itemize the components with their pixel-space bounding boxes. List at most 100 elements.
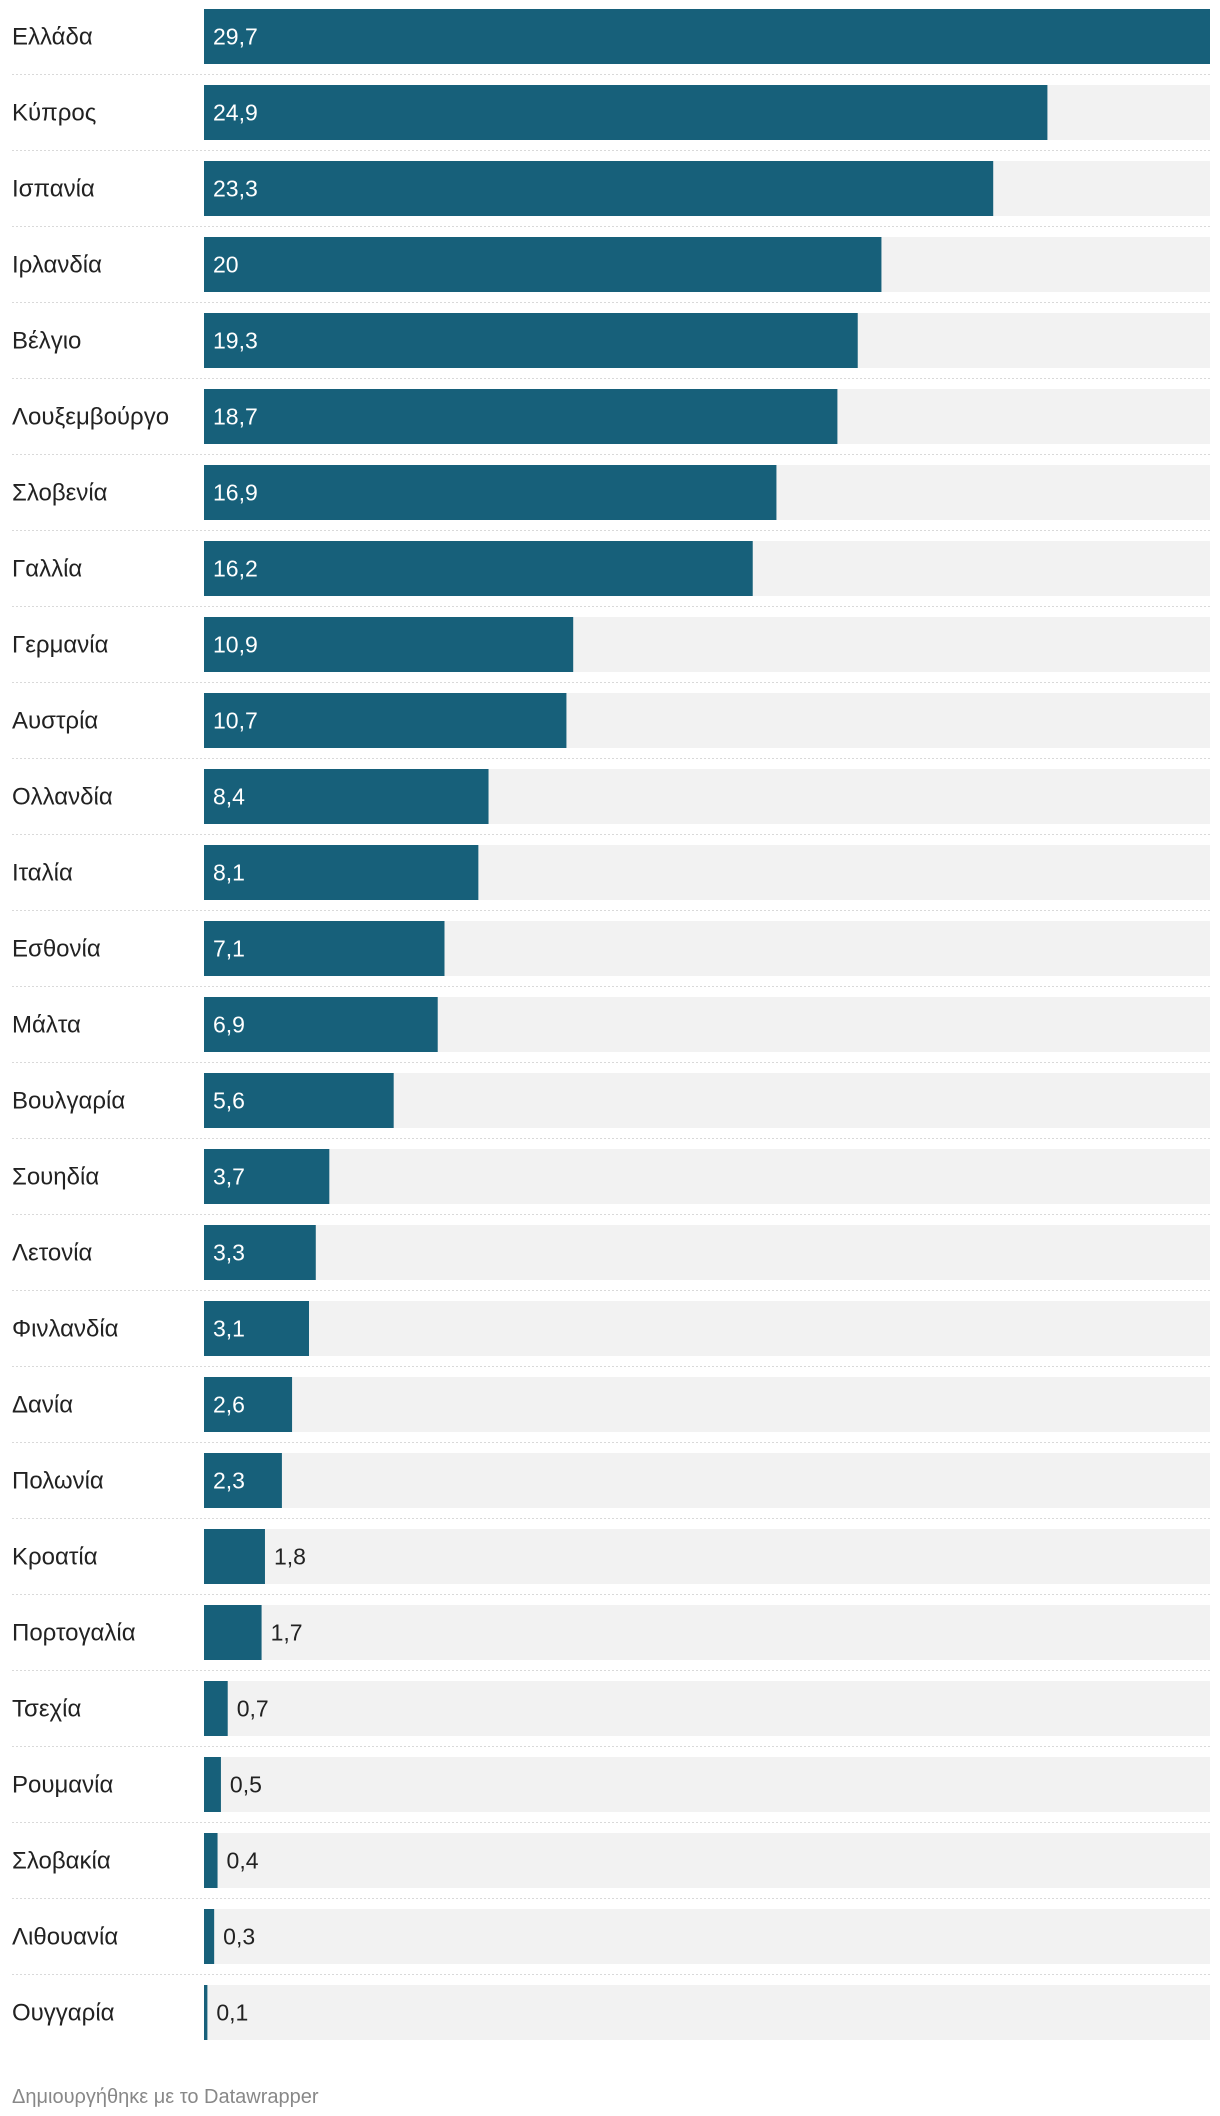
bar-track — [204, 1453, 1210, 1508]
value-label: 2,3 — [213, 1468, 245, 1494]
category-label: Φινλανδία — [12, 1316, 119, 1343]
bar[interactable] — [204, 1985, 208, 2040]
category-label: Τσεχία — [12, 1696, 81, 1723]
bar[interactable] — [204, 9, 1210, 64]
bar-row: Πολωνία 2,3 — [12, 1453, 1210, 1519]
value-label: 20 — [213, 252, 239, 278]
bar[interactable] — [204, 1453, 282, 1508]
bar[interactable] — [204, 1681, 228, 1736]
bar[interactable] — [204, 1909, 215, 1964]
category-label: Μάλτα — [12, 1012, 81, 1039]
category-label: Γερμανία — [12, 632, 109, 659]
bar[interactable] — [204, 541, 753, 596]
bar[interactable] — [204, 997, 438, 1052]
bar-track — [204, 1833, 1210, 1888]
bar-row: Ισπανία 23,3 — [12, 161, 1210, 227]
category-label: Ελλάδα — [12, 24, 93, 51]
category-label: Σλοβακία — [12, 1848, 111, 1875]
category-label: Σλοβενία — [12, 480, 108, 507]
bar[interactable] — [204, 617, 574, 672]
bar-row: Σλοβενία 16,9 — [12, 465, 1210, 531]
value-label: 0,3 — [223, 1924, 255, 1950]
bar-row: Γαλλία 16,2 — [12, 541, 1210, 607]
value-label: 3,3 — [213, 1240, 245, 1266]
bar[interactable] — [204, 161, 994, 216]
bar-row: Μάλτα 6,9 — [12, 997, 1210, 1063]
value-label: 29,7 — [213, 24, 258, 50]
value-label: 2,6 — [213, 1392, 245, 1418]
bar[interactable] — [204, 1833, 218, 1888]
value-label: 3,7 — [213, 1164, 245, 1190]
category-label: Ουγγαρία — [12, 2000, 115, 2027]
bar[interactable] — [204, 693, 567, 748]
bar[interactable] — [204, 1301, 310, 1356]
bar[interactable] — [204, 85, 1048, 140]
value-label: 6,9 — [213, 1012, 245, 1038]
bar-track — [204, 1909, 1210, 1964]
category-label: Κύπρος — [12, 100, 96, 127]
category-label: Λετονία — [12, 1240, 93, 1267]
bar-track — [204, 1757, 1210, 1812]
bar[interactable] — [204, 769, 489, 824]
bar-row: Φινλανδία 3,1 — [12, 1301, 1210, 1367]
bar-track — [204, 1377, 1210, 1432]
bar-track — [204, 1681, 1210, 1736]
value-label: 1,8 — [274, 1544, 306, 1570]
bar[interactable] — [204, 1149, 330, 1204]
category-label: Λουξεμβούργο — [12, 404, 169, 431]
bar[interactable] — [204, 465, 777, 520]
bar-row: Βέλγιο 19,3 — [12, 313, 1210, 379]
bar-row: Εσθονία 7,1 — [12, 921, 1210, 987]
bar-row: Κροατία 1,8 — [12, 1529, 1210, 1595]
value-label: 0,7 — [237, 1696, 269, 1722]
datawrapper-credit[interactable]: Δημιουργήθηκε με το Datawrapper — [12, 2086, 319, 2108]
category-label: Δανία — [12, 1392, 73, 1419]
category-label: Σουηδία — [12, 1164, 99, 1191]
bar-track — [204, 1225, 1210, 1280]
bar[interactable] — [204, 1377, 293, 1432]
value-label: 8,4 — [213, 784, 245, 810]
bar[interactable] — [204, 1073, 394, 1128]
bar-row: Δανία 2,6 — [12, 1377, 1210, 1443]
bar-row: Κύπρος 24,9 — [12, 85, 1210, 151]
bar[interactable] — [204, 1529, 265, 1584]
bar-track — [204, 1605, 1210, 1660]
bar-row: Ιρλανδία 20 — [12, 237, 1210, 303]
bar-row: Γερμανία 10,9 — [12, 617, 1210, 683]
bar-row: Σουηδία 3,7 — [12, 1149, 1210, 1215]
bar[interactable] — [204, 921, 445, 976]
bar[interactable] — [204, 1757, 221, 1812]
bar-track — [204, 1301, 1210, 1356]
bar[interactable] — [204, 389, 838, 444]
bar-row: Λουξεμβούργο 18,7 — [12, 389, 1210, 455]
category-label: Βέλγιο — [12, 328, 81, 355]
category-label: Βουλγαρία — [12, 1088, 125, 1115]
category-label: Λιθουανία — [12, 1924, 118, 1951]
value-label: 0,4 — [227, 1848, 259, 1874]
value-label: 5,6 — [213, 1088, 245, 1114]
value-label: 3,1 — [213, 1316, 245, 1342]
value-label: 16,2 — [213, 556, 258, 582]
category-label: Ιρλανδία — [12, 252, 102, 279]
category-label: Αυστρία — [12, 708, 98, 735]
bar[interactable] — [204, 845, 479, 900]
bar-row: Ιταλία 8,1 — [12, 845, 1210, 911]
bar-row: Λετονία 3,3 — [12, 1225, 1210, 1291]
bar[interactable] — [204, 1605, 262, 1660]
bar-row: Λιθουανία 0,3 — [12, 1909, 1210, 1975]
bar-track — [204, 1985, 1210, 2040]
category-label: Εσθονία — [12, 936, 101, 963]
category-label: Γαλλία — [12, 556, 82, 583]
bar[interactable] — [204, 313, 858, 368]
value-label: 10,7 — [213, 708, 258, 734]
bar-track — [204, 1149, 1210, 1204]
value-label: 19,3 — [213, 328, 258, 354]
bar-row: Αυστρία 10,7 — [12, 693, 1210, 759]
value-label: 10,9 — [213, 632, 258, 658]
bar-row: Ουγγαρία 0,1 — [12, 1985, 1210, 2040]
bar[interactable] — [204, 1225, 316, 1280]
category-label: Ισπανία — [12, 176, 95, 203]
bar[interactable] — [204, 237, 882, 292]
value-label: 18,7 — [213, 404, 258, 430]
category-label: Πολωνία — [12, 1468, 104, 1495]
